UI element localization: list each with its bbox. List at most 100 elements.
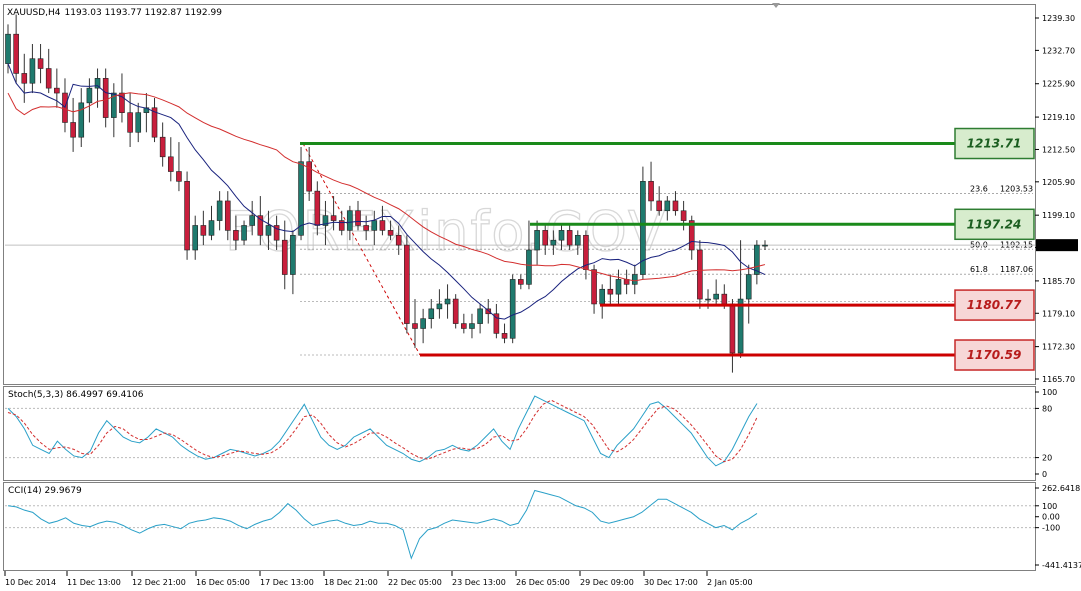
- candles: [5, 14, 768, 373]
- candle-body: [135, 112, 142, 133]
- level-label-text: 1213.71: [967, 137, 1022, 151]
- cci-tick-label: 262.6418: [1042, 484, 1080, 493]
- chart-symbol-label: XAUUSD,H4 1193.03 1193.77 1192.87 1192.99: [7, 8, 222, 18]
- main-panel-frame: [3, 4, 1036, 385]
- candle-body: [404, 244, 410, 324]
- candle-body: [762, 244, 768, 247]
- candle-body: [550, 239, 557, 246]
- x-tick-label: 18 Dec 21:00: [324, 578, 378, 587]
- candle-body: [640, 181, 646, 275]
- candle-body: [257, 215, 264, 236]
- candle-body: [754, 244, 760, 275]
- candle-body: [290, 234, 296, 275]
- candle-body: [241, 225, 247, 241]
- candle-body: [86, 87, 93, 104]
- candle-body: [70, 122, 76, 138]
- candle-body: [387, 230, 394, 236]
- cci-label: CCI(14) 29.9679: [8, 486, 82, 496]
- candle-body: [224, 200, 231, 231]
- x-tick-label: 16 Dec 05:00: [196, 578, 250, 587]
- candle-body: [680, 210, 687, 221]
- y-tick-label: 1225.90: [1042, 80, 1075, 89]
- candle-body: [697, 249, 703, 300]
- candle-body: [574, 234, 581, 246]
- candle-body: [184, 181, 190, 251]
- candle-body: [37, 58, 44, 69]
- candle-body: [111, 92, 117, 118]
- candle-body: [518, 279, 524, 285]
- candle-body: [54, 87, 60, 94]
- candle-body: [615, 279, 622, 295]
- stoch-label: Stoch(5,3,3) 86.4997 69.4106: [8, 390, 144, 400]
- cci-line: [7, 489, 758, 560]
- candle-body: [452, 298, 459, 324]
- candle-body: [192, 225, 199, 251]
- candle-body: [314, 190, 321, 226]
- candle-body: [469, 323, 475, 329]
- candle-body: [322, 215, 329, 226]
- candle-body: [347, 210, 353, 231]
- y-tick-label: 1179.10: [1042, 309, 1075, 318]
- candle-body: [176, 171, 182, 182]
- candle-body: [371, 220, 378, 231]
- x-tick-label: 30 Dec 17:00: [644, 578, 698, 587]
- fib-trend-line: [302, 143, 421, 356]
- stoch-tick-label: 80: [1042, 404, 1052, 413]
- y-tick-label: 1165.70: [1042, 375, 1075, 384]
- y-tick-label: 1212.50: [1042, 145, 1075, 154]
- cci-tick-label: -441.4137: [1042, 561, 1081, 570]
- candle-body: [21, 73, 28, 84]
- candle-body: [94, 78, 101, 89]
- stoch-signal-line: [7, 399, 758, 463]
- candle-body: [664, 200, 671, 212]
- candle-body: [379, 220, 386, 231]
- candle-body: [461, 323, 467, 329]
- candle-body: [713, 293, 719, 300]
- x-tick-label: 29 Dec 09:00: [580, 578, 634, 587]
- x-tick-label: 12 Dec 21:00: [132, 578, 186, 587]
- candle-body: [151, 107, 158, 138]
- level-label-text: 1180.77: [967, 298, 1022, 312]
- fib-level-price: 1187.06: [1000, 265, 1033, 274]
- level-label-box: [954, 289, 1035, 321]
- stochastic-panel: 100 80 20 0: [5, 388, 1057, 479]
- candle-body: [119, 92, 125, 113]
- candle-body: [216, 200, 223, 221]
- x-tick-label: 26 Dec 05:00: [516, 578, 570, 587]
- candle-body: [745, 274, 752, 300]
- candle-body: [420, 318, 426, 329]
- candle-body: [477, 308, 483, 324]
- y-tick-label: 1199.10: [1042, 211, 1075, 220]
- y-tick-label: 1185.70: [1042, 277, 1075, 286]
- cci-panel: 262.6418 100 0.00 -100 -441.4137: [5, 484, 1081, 570]
- stoch-tick-label: 100: [1042, 388, 1057, 397]
- candle-body: [444, 298, 451, 305]
- chart-shift-marker-icon[interactable]: [772, 3, 780, 8]
- candle-body: [200, 225, 207, 236]
- candle-body: [330, 215, 337, 221]
- candle-body: [591, 269, 597, 305]
- candle-body: [167, 156, 174, 172]
- candle-body: [363, 225, 369, 231]
- candle-body: [159, 136, 166, 158]
- candle-body: [273, 225, 280, 241]
- candle-body: [395, 234, 402, 246]
- cci-tick-label: 0.00: [1042, 513, 1060, 522]
- candle-body: [705, 298, 711, 301]
- ma-fast-line: [7, 63, 766, 320]
- x-tick-label: 10 Dec 2014: [5, 578, 56, 587]
- fib-level-price: 1203.53: [1000, 184, 1033, 193]
- candle-body: [298, 161, 304, 236]
- candle-body: [558, 230, 565, 241]
- candle-body: [102, 78, 109, 118]
- y-tick-label: 1172.30: [1042, 343, 1075, 352]
- candle-body: [648, 181, 654, 202]
- candle-body: [672, 200, 679, 212]
- x-tick-label: 11 Dec 13:00: [67, 578, 121, 587]
- candle-body: [265, 225, 272, 236]
- fib-level-percent: 61.8: [970, 265, 988, 274]
- candle-body: [607, 288, 614, 295]
- candle-body: [493, 313, 500, 334]
- level-label-text: 1197.24: [967, 217, 1022, 231]
